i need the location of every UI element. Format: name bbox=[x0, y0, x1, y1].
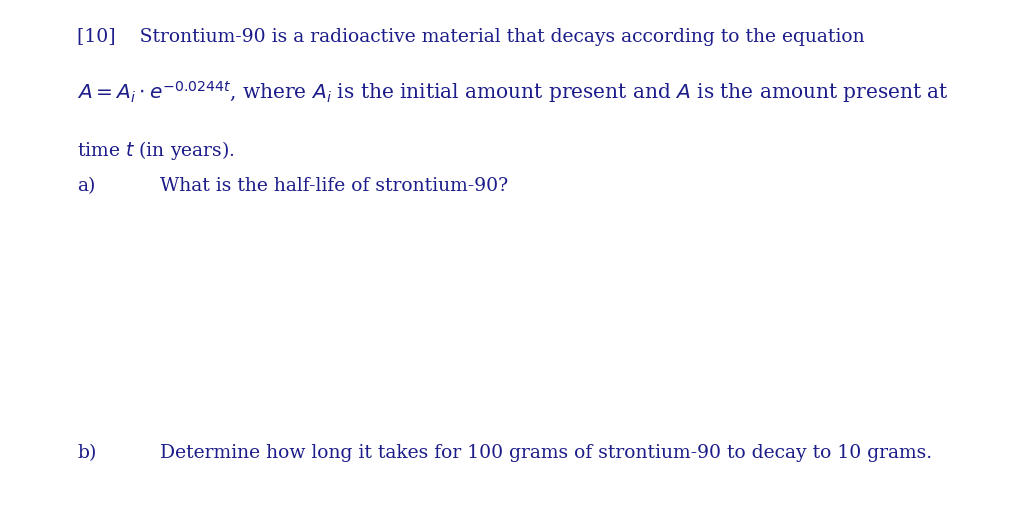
Text: b): b) bbox=[77, 444, 97, 462]
Text: a): a) bbox=[77, 177, 96, 195]
Text: [10]    Strontium-90 is a radioactive material that decays according to the equa: [10] Strontium-90 is a radioactive mater… bbox=[77, 28, 865, 46]
Text: What is the half-life of strontium-90?: What is the half-life of strontium-90? bbox=[160, 177, 508, 195]
Text: time $t$ (in years).: time $t$ (in years). bbox=[77, 139, 235, 162]
Text: $A = A_i \cdot e^{-0.0244t}$, where $A_i$ is the initial amount present and $A$ : $A = A_i \cdot e^{-0.0244t}$, where $A_i… bbox=[77, 80, 949, 105]
Text: Determine how long it takes for 100 grams of strontium-90 to decay to 10 grams.: Determine how long it takes for 100 gram… bbox=[160, 444, 932, 462]
